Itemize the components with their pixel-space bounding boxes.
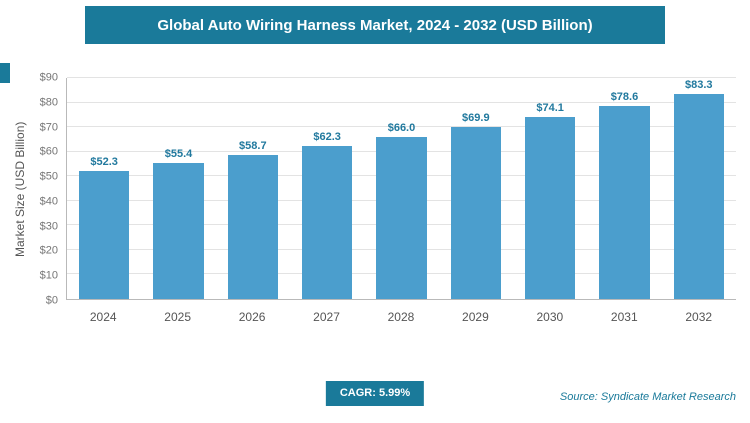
bar-column: $62.3 xyxy=(290,78,364,299)
y-axis-tick-label: $50 xyxy=(39,170,58,183)
bar-value-label: $74.1 xyxy=(536,102,564,115)
bar-value-label: $52.3 xyxy=(90,155,118,168)
bar-value-label: $62.3 xyxy=(313,131,341,144)
bar-chart: Market Size (USD Billion) $0 $10 $20 $30 $40… xyxy=(10,72,736,324)
y-axis-tick-label: $0 xyxy=(45,294,58,307)
x-axis-label: 2031 xyxy=(610,310,638,324)
bar xyxy=(227,154,279,299)
x-axis-label: 2028 xyxy=(387,310,415,324)
plot-area: $52.3 $55.4 $58.7 $62.3 $66.0 $69.9 $74.1 $78.6… xyxy=(66,77,736,300)
bar xyxy=(450,127,502,299)
y-axis-tick-label: $10 xyxy=(39,269,58,282)
gridline xyxy=(67,126,736,128)
bar-column: $58.7 xyxy=(216,78,290,299)
bar xyxy=(78,170,130,299)
y-axis-tick-label: $60 xyxy=(39,145,58,158)
x-axis-label: 2025 xyxy=(164,310,191,324)
gridline xyxy=(67,101,736,103)
bar-column: $66.0 xyxy=(364,78,438,299)
y-axis-tick-label: $30 xyxy=(39,220,58,233)
bar xyxy=(301,146,353,299)
bar xyxy=(599,106,650,299)
y-axis-title: Market Size (USD Billion) xyxy=(13,121,27,257)
y-axis-tick-label: $70 xyxy=(39,121,58,134)
chart-title: Global Auto Wiring Harness Market, 2024 … xyxy=(157,16,593,34)
bar-value-label: $69.9 xyxy=(462,112,490,125)
bar xyxy=(376,136,427,299)
bar xyxy=(673,94,725,299)
bar-column: $78.6 xyxy=(587,78,661,299)
x-axis-label: 2030 xyxy=(536,310,564,324)
x-axis-label: 2027 xyxy=(313,310,340,324)
x-axis-label: 2024 xyxy=(89,310,117,324)
gridline xyxy=(67,77,736,78)
bar-value-label: $83.3 xyxy=(685,79,713,92)
left-accent-strip xyxy=(0,63,10,83)
y-axis-ticks: $0 $10 $20 $30 $40 $50 $60 $70 $80 $90 xyxy=(30,72,66,306)
y-axis-tick-label: $20 xyxy=(39,244,58,257)
x-axis-labels: 2024 2025 2026 2027 2028 2029 2030 2031 2032 xyxy=(66,310,736,324)
bar-column: $55.4 xyxy=(141,78,215,299)
x-axis-label: 2029 xyxy=(462,310,489,324)
bar-column: $83.3 xyxy=(662,78,736,299)
y-axis-tick-label: $40 xyxy=(39,195,58,208)
source-text: Source: Syndicate Market Research xyxy=(559,391,736,403)
bar xyxy=(153,162,204,299)
bar-column: $74.1 xyxy=(513,78,587,299)
y-axis-tick-label: $90 xyxy=(39,71,58,84)
bar-value-label: $58.7 xyxy=(239,139,267,152)
bar-column: $52.3 xyxy=(67,78,141,299)
y-axis-tick-label: $80 xyxy=(39,96,58,109)
plot-column: $52.3 $55.4 $58.7 $62.3 $66.0 $69.9 $74.1 $78.6… xyxy=(66,77,736,324)
x-axis-label: 2032 xyxy=(685,310,713,324)
chart-title-banner: Global Auto Wiring Harness Market, 2024 … xyxy=(85,6,665,44)
cagr-badge: CAGR: 5.99% xyxy=(325,381,425,406)
bar-value-label: $55.4 xyxy=(164,147,193,160)
bar-value-label: $66.0 xyxy=(387,121,416,134)
x-axis-label: 2026 xyxy=(238,310,266,324)
bar-value-label: $78.6 xyxy=(610,91,639,103)
bar xyxy=(524,117,576,299)
chart-footer: CAGR: 5.99% Source: Syndicate Market Res… xyxy=(0,381,750,407)
bar-column: $69.9 xyxy=(439,78,513,299)
